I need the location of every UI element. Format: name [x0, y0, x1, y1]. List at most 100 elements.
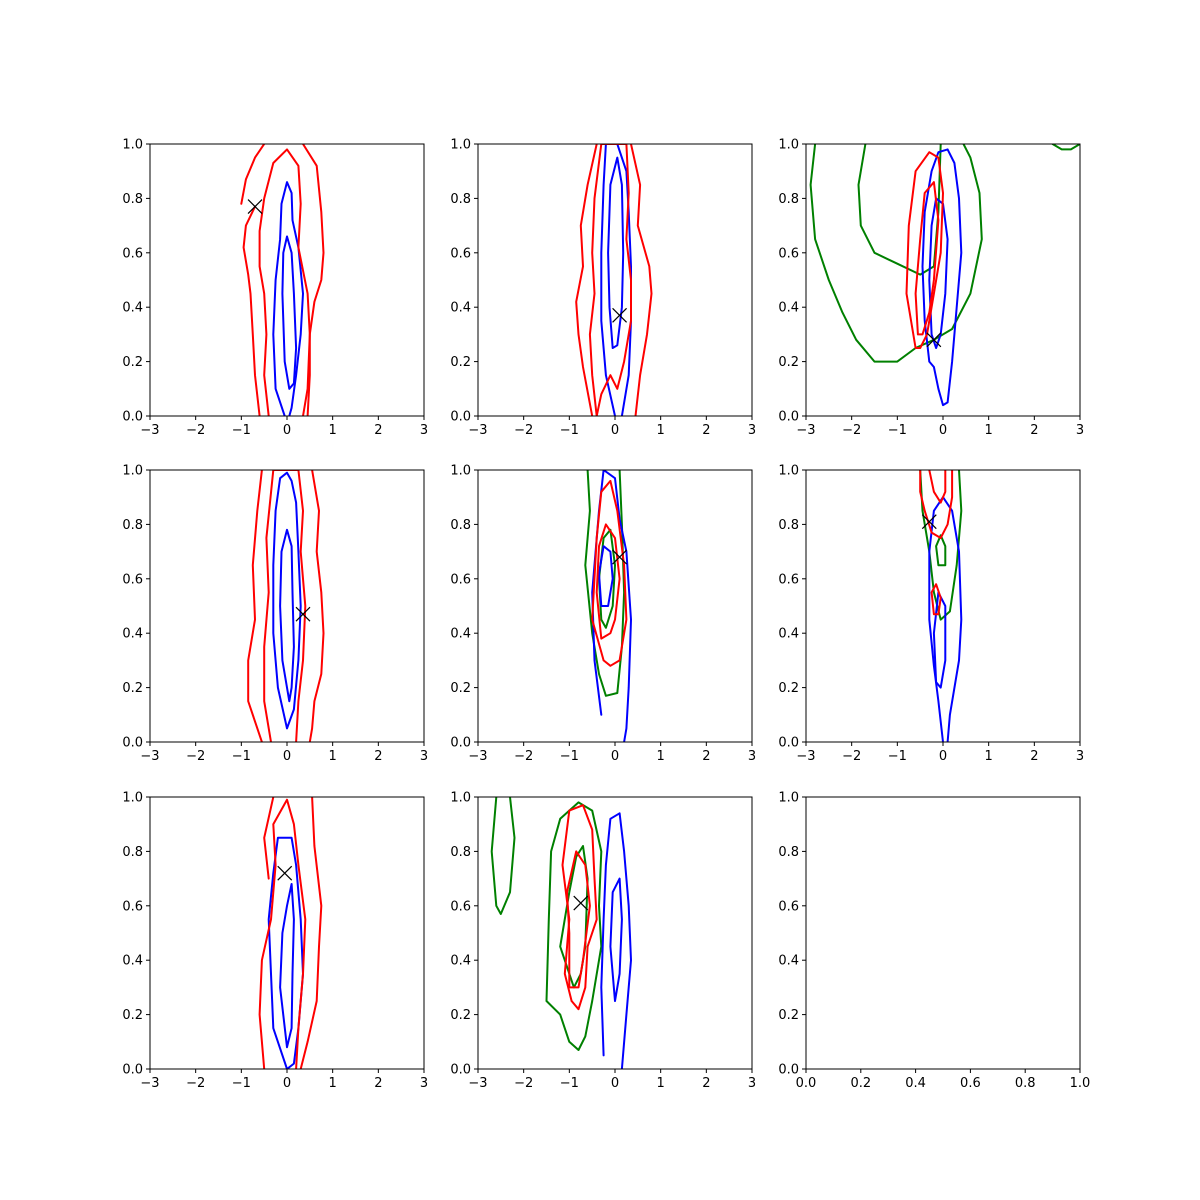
- x-tick-label: 1.0: [1070, 1076, 1091, 1091]
- subplot-6: −3 −2 −1 0 1 2 3 0.0 0.2 0.4 0.6 0.8 1.0: [778, 464, 1084, 765]
- y-tick-label: 0.0: [778, 736, 799, 751]
- x-tick-label: 0.8: [1015, 1076, 1036, 1091]
- y-tick-label: 0.6: [122, 899, 143, 914]
- red-contour-5: [630, 144, 653, 416]
- x-marker: [926, 332, 942, 348]
- red-contour-5: [299, 797, 323, 1069]
- x-marker: [921, 514, 937, 530]
- x-tick-label: 0: [283, 1076, 291, 1091]
- red-contour-6: [914, 181, 940, 336]
- y-tick-label: 0.8: [122, 192, 143, 207]
- red-contour-7: [905, 151, 944, 349]
- y-tick-label: 0.0: [122, 1063, 143, 1078]
- x-tick-label: −3: [468, 1076, 487, 1091]
- y-tick-label: 0.4: [778, 954, 799, 969]
- x-tick-label: 0: [611, 1076, 619, 1091]
- x-tick-label: −2: [514, 423, 533, 438]
- subplot-7: −3 −2 −1 0 1 2 3 0.0 0.2 0.4 0.6 0.8 1.0: [122, 791, 428, 1092]
- y-tick-label: 0.2: [450, 1008, 471, 1023]
- red-contour-4: [263, 797, 275, 880]
- blue-contour-1: [281, 235, 298, 390]
- y-tick-label: 0.6: [450, 899, 471, 914]
- x-tick-label: −1: [560, 423, 579, 438]
- blue-contour-4: [928, 197, 949, 349]
- y-tick-label: 0.0: [122, 410, 143, 425]
- red-contour-3: [258, 148, 311, 416]
- x-tick-label: 1: [657, 1076, 665, 1091]
- x-tick-label: −3: [796, 423, 815, 438]
- red-contour-5: [930, 583, 942, 616]
- red-contour-5: [595, 523, 621, 640]
- y-tick-label: 1.0: [778, 138, 799, 153]
- x-tick-label: 3: [748, 423, 756, 438]
- y-tick-label: 0.4: [122, 954, 143, 969]
- y-tick-label: 0.0: [778, 410, 799, 425]
- x-tick-label: −3: [140, 1076, 159, 1091]
- red-contour-7: [928, 470, 947, 504]
- y-tick-label: 0.6: [778, 899, 799, 914]
- x-tick-label: 0.2: [850, 1076, 871, 1091]
- x-tick-label: 0: [939, 423, 947, 438]
- x-tick-label: 3: [420, 1076, 428, 1091]
- x-tick-label: 3: [748, 1076, 756, 1091]
- x-tick-label: 2: [1030, 423, 1038, 438]
- blue-contour-1: [279, 528, 295, 703]
- x-tick-label: −3: [468, 749, 487, 764]
- red-contour-4: [240, 144, 266, 205]
- green-contour-3: [1051, 144, 1080, 151]
- y-tick-label: 0.8: [122, 845, 143, 860]
- x-tick-label: 0: [939, 749, 947, 764]
- subplot-4: −3 −2 −1 0 1 2 3 0.0 0.2 0.4 0.6 0.8 1.0: [122, 464, 428, 765]
- x-tick-label: 2: [374, 749, 382, 764]
- x-tick-label: −3: [140, 749, 159, 764]
- subplot-5: −3 −2 −1 0 1 2 3 0.0 0.2 0.4 0.6 0.8 1.0: [450, 464, 756, 765]
- y-tick-label: 0.4: [122, 627, 143, 642]
- series-group: [919, 470, 963, 742]
- red-contour-3: [263, 470, 307, 742]
- x-tick-label: 1: [985, 423, 993, 438]
- y-tick-label: 0.6: [122, 246, 143, 261]
- y-tick-label: 0.2: [450, 355, 471, 370]
- y-tick-label: 0.6: [778, 246, 799, 261]
- red-contour-6: [591, 479, 628, 667]
- x-tick-label: 1: [329, 423, 337, 438]
- x-tick-label: −2: [842, 423, 861, 438]
- y-tick-label: 0.0: [450, 736, 471, 751]
- x-tick-label: 3: [420, 749, 428, 764]
- blue-contour-1: [607, 156, 625, 349]
- y-tick-label: 1.0: [778, 791, 799, 806]
- series-group: [490, 797, 632, 1069]
- y-tick-label: 0.6: [450, 572, 471, 587]
- series-group: [584, 470, 632, 742]
- y-tick-label: 0.4: [778, 627, 799, 642]
- x-tick-label: 2: [702, 749, 710, 764]
- subplot-2: −3 −2 −1 0 1 2 3 0.0 0.2 0.4 0.6 0.8 1.0: [450, 138, 756, 439]
- green-contour-1: [490, 797, 516, 915]
- y-tick-label: 1.0: [122, 791, 143, 806]
- blue-contour-1: [279, 883, 295, 1049]
- red-contour-5: [308, 470, 325, 742]
- y-tick-label: 0.8: [450, 518, 471, 533]
- y-tick-label: 0.4: [778, 301, 799, 316]
- x-tick-label: −2: [514, 1076, 533, 1091]
- y-tick-label: 1.0: [450, 464, 471, 479]
- x-tick-label: 2: [374, 423, 382, 438]
- blue-contour-4: [598, 545, 614, 607]
- red-contour-4: [575, 144, 598, 416]
- blue-contour-4: [609, 877, 623, 1002]
- y-tick-label: 0.0: [122, 736, 143, 751]
- series-group: [809, 144, 1080, 407]
- y-tick-label: 1.0: [450, 138, 471, 153]
- x-tick-label: 3: [1076, 423, 1084, 438]
- x-tick-label: −1: [888, 423, 907, 438]
- x-tick-label: −1: [232, 749, 251, 764]
- green-contour-1: [919, 470, 963, 621]
- red-contour-3: [258, 798, 307, 1069]
- green-contour-2: [935, 534, 947, 567]
- y-tick-label: 0.8: [778, 518, 799, 533]
- red-contour-6: [302, 144, 325, 416]
- x-tick-label: −2: [186, 423, 205, 438]
- y-tick-label: 0.6: [778, 572, 799, 587]
- x-tick-label: 1: [657, 749, 665, 764]
